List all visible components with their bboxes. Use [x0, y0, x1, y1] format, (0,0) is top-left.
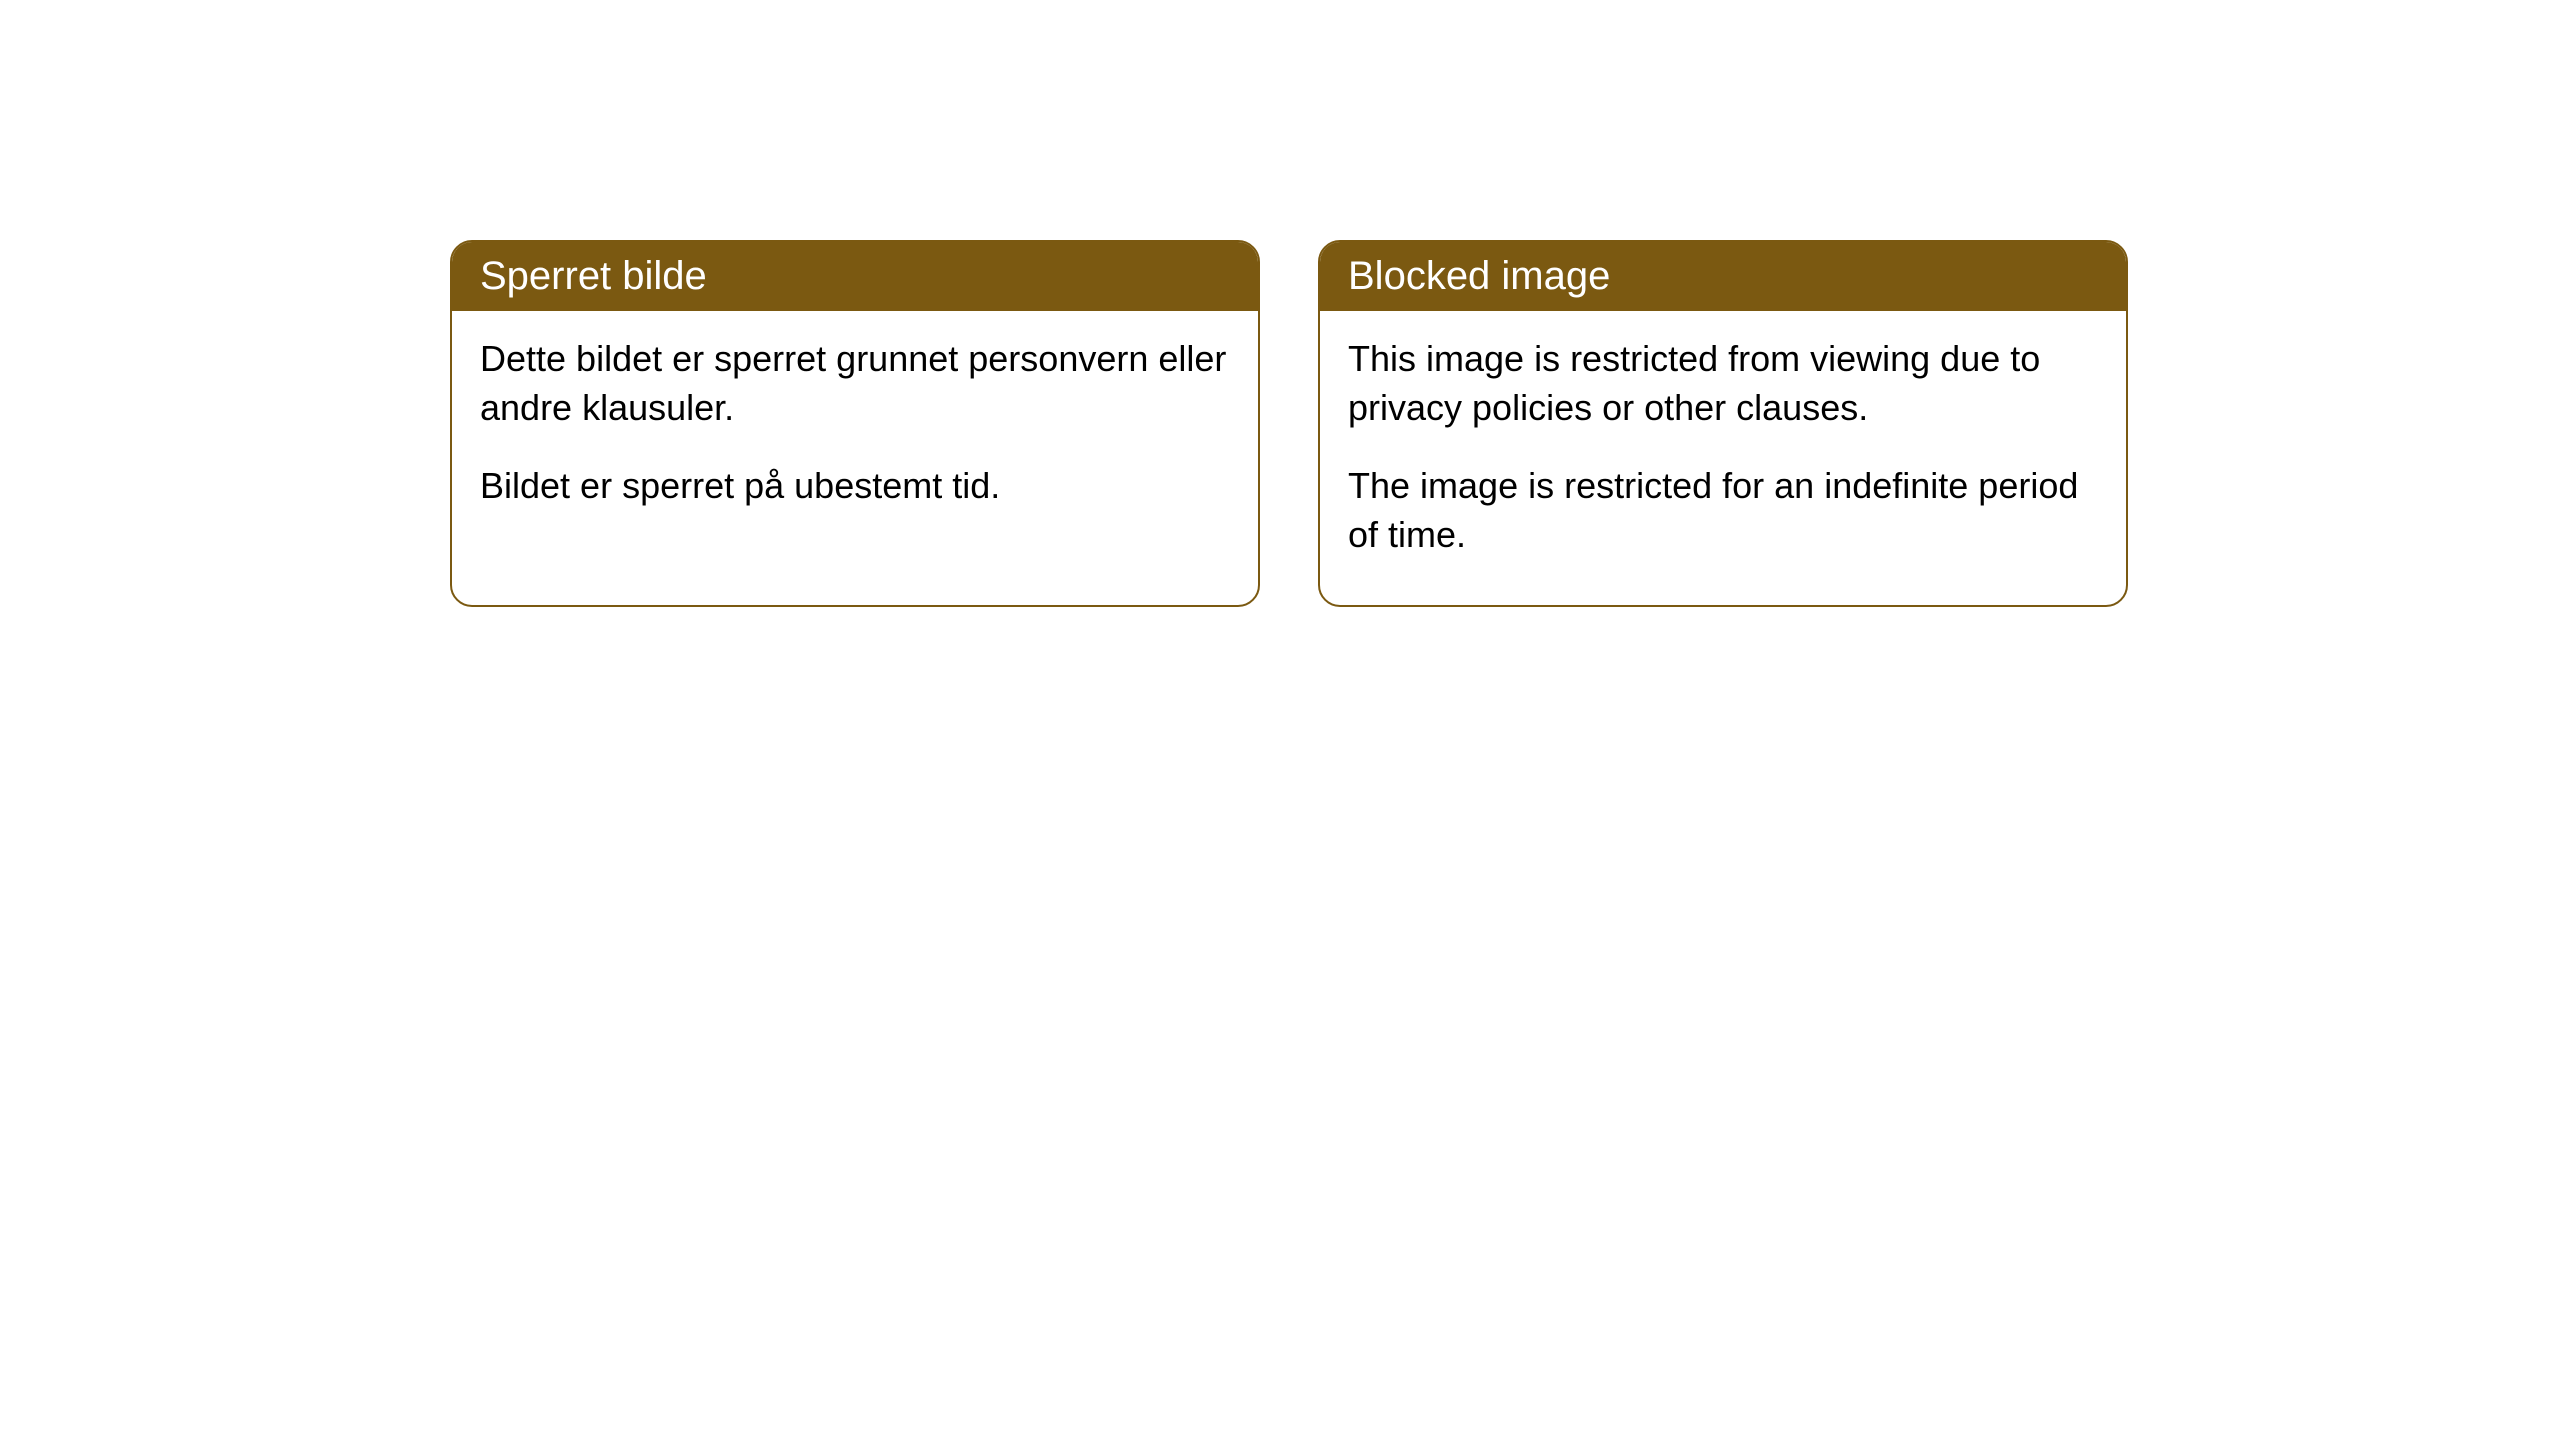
card-english: Blocked image This image is restricted f…	[1318, 240, 2128, 607]
card-body-norwegian: Dette bildet er sperret grunnet personve…	[452, 311, 1258, 557]
card-paragraph: Bildet er sperret på ubestemt tid.	[480, 462, 1230, 511]
card-title: Blocked image	[1348, 254, 1610, 298]
card-paragraph: This image is restricted from viewing du…	[1348, 335, 2098, 432]
card-norwegian: Sperret bilde Dette bildet er sperret gr…	[450, 240, 1260, 607]
card-paragraph: The image is restricted for an indefinit…	[1348, 462, 2098, 559]
card-header-english: Blocked image	[1320, 242, 2126, 311]
card-paragraph: Dette bildet er sperret grunnet personve…	[480, 335, 1230, 432]
card-title: Sperret bilde	[480, 254, 707, 298]
card-body-english: This image is restricted from viewing du…	[1320, 311, 2126, 605]
cards-container: Sperret bilde Dette bildet er sperret gr…	[450, 240, 2560, 607]
card-header-norwegian: Sperret bilde	[452, 242, 1258, 311]
